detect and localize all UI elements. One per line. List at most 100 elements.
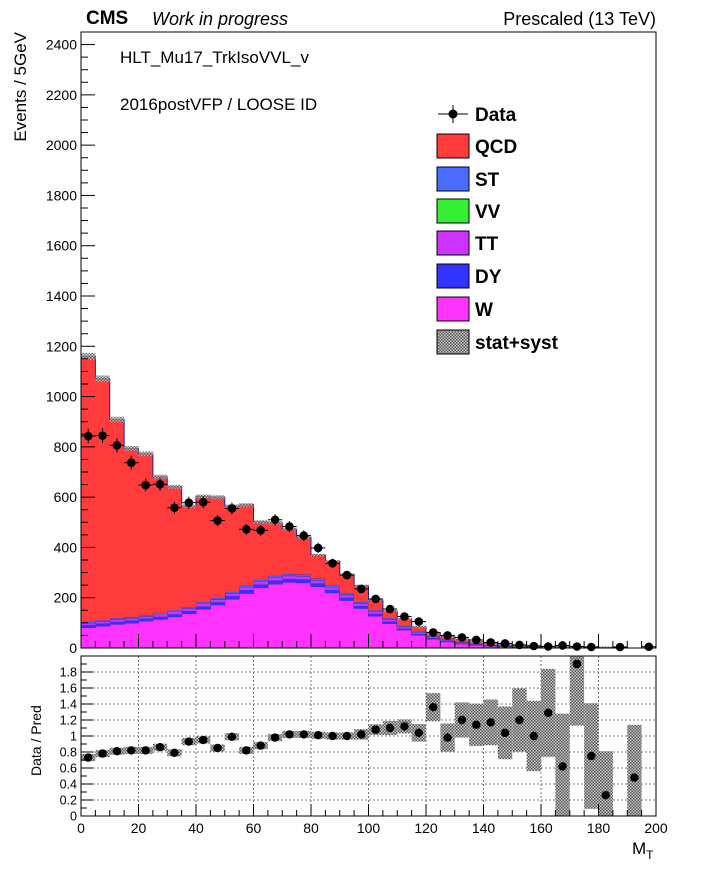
data-point-27	[472, 635, 481, 645]
stack-bar-w-20	[368, 615, 384, 649]
data-point-15	[299, 531, 309, 540]
main-panel: 0 200 400 600 800 1000 1200 1400 1600 1800 2000 220…	[11, 31, 657, 656]
ratio-point-15	[299, 730, 309, 739]
stack-bar-qcd-8	[195, 496, 211, 603]
ratio-point-5	[155, 743, 165, 752]
stack-bar-qcd-3	[123, 448, 139, 618]
ratio-point-37	[630, 773, 639, 782]
ratio-point-30	[515, 715, 524, 725]
data-point-30	[515, 640, 524, 650]
stack-bar-dy-14	[282, 578, 297, 583]
data-point-21	[385, 604, 395, 614]
main-ytick-label-2200: 2200	[46, 87, 77, 103]
stack-bar-w-19	[353, 608, 369, 649]
stack-bar-w-25	[440, 641, 455, 649]
ratio-point-29	[500, 728, 510, 737]
main-ytick-label-2400: 2400	[46, 37, 77, 53]
legend-qcd-label: QCD	[475, 137, 517, 158]
ratio-point-9	[213, 743, 222, 753]
data-point-3	[127, 458, 136, 467]
stack-bar-w-6	[167, 616, 182, 649]
xtick-label-80: 80	[303, 820, 319, 836]
stack-bar-w-4	[138, 620, 154, 649]
legend-tt-label: TT	[475, 234, 499, 255]
trigger-annotation: HLT_Mu17_TrkIsoVVL_v	[120, 48, 309, 67]
ratio-y-axis: 0 0.2 0.4 0.6 0.8 1 1.2 1.4 1.6 1.8	[60, 655, 93, 824]
ratio-point-8	[198, 735, 208, 745]
data-point-16	[313, 543, 323, 553]
xtick-label-40: 40	[188, 820, 204, 836]
ratio-ytick-label-0.8: 0.8	[60, 746, 77, 760]
ratio-point-20	[371, 725, 380, 734]
legend-entry-data: Data	[438, 105, 517, 126]
ratio-point-25	[443, 733, 452, 742]
ratio-point-18	[342, 731, 352, 741]
legend-vv-label: VV	[475, 202, 501, 223]
xtick-label-180: 180	[587, 820, 611, 836]
xtick-label-140: 140	[472, 820, 496, 836]
legend-unc-label: stat+syst	[475, 333, 559, 354]
ratio-point-0	[83, 753, 93, 762]
data-point-39	[644, 642, 654, 652]
ratio-ytick-label-0.6: 0.6	[60, 762, 77, 776]
data-point-20	[371, 594, 380, 604]
stack-bar-w-0	[80, 627, 96, 649]
main-unc-band-1	[95, 375, 110, 382]
stack-bar-w-1	[95, 625, 110, 649]
stack-bar-qcd-11	[238, 504, 254, 586]
ratio-ytick-label-1: 1	[70, 730, 77, 744]
ratio-point-36	[601, 791, 610, 800]
main-ytick-label-1000: 1000	[46, 389, 77, 405]
ratio-point-11	[242, 746, 251, 755]
stack-bar-w-5	[152, 618, 168, 649]
main-ytick-label-0: 0	[69, 640, 77, 656]
cms-label: CMS	[86, 8, 128, 29]
ratio-point-26	[457, 715, 467, 725]
legend-vv-swatch	[436, 198, 470, 224]
xtick-label-60: 60	[246, 820, 262, 836]
stack-bar-w-15	[296, 582, 312, 649]
legend-w-label: W	[475, 300, 493, 321]
main-unc-band-6	[167, 484, 182, 489]
legend-unc-hatch	[438, 331, 468, 353]
ratio-point-1	[98, 749, 107, 758]
stack-bar-qcd-16	[310, 554, 326, 579]
data-point-24	[428, 628, 438, 637]
stack-bar-w-22	[397, 629, 412, 649]
legend-dy-swatch	[436, 263, 470, 289]
ratio-point-2	[112, 747, 122, 756]
stack-bar-qcd-4	[138, 453, 154, 616]
stack-bar-qcd-7	[181, 505, 197, 608]
ratio-point-13	[270, 733, 280, 742]
main-unc-band-2	[109, 416, 125, 423]
legend-entry-vv: VV	[436, 198, 501, 224]
stack-bar-dy-15	[296, 578, 312, 583]
legend-entry-tt: TT	[436, 230, 499, 256]
main-stack-layer	[80, 355, 656, 649]
legend: Data QCD ST VV TT DY	[436, 105, 559, 355]
stack-bar-qcd-10	[224, 505, 240, 592]
ratio-point-19	[357, 730, 366, 739]
stack-bar-w-13	[267, 583, 283, 649]
data-point-6	[170, 503, 179, 513]
main-unc-band-12	[253, 520, 268, 524]
ratio-point-7	[184, 737, 194, 746]
data-point-22	[400, 612, 409, 621]
main-unc-band-36	[598, 646, 613, 649]
xtick-label-200: 200	[644, 820, 668, 836]
legend-entry-unc: stat+syst	[436, 329, 559, 355]
data-point-2	[112, 441, 122, 450]
data-point-31	[529, 641, 539, 651]
stack-bar-qcd-13	[267, 522, 283, 576]
stack-bar-w-18	[339, 599, 355, 649]
main-unc-band-11	[239, 503, 254, 507]
data-point-32	[543, 642, 553, 651]
main-unc-band-5	[152, 474, 168, 479]
data-point-28	[486, 638, 495, 647]
data-point-9	[213, 516, 222, 525]
data-point-10	[227, 504, 237, 513]
data-point-26	[457, 633, 467, 642]
ratio-point-28	[486, 718, 495, 727]
stack-bar-qcd-1	[95, 378, 110, 621]
data-point-14	[285, 522, 294, 531]
